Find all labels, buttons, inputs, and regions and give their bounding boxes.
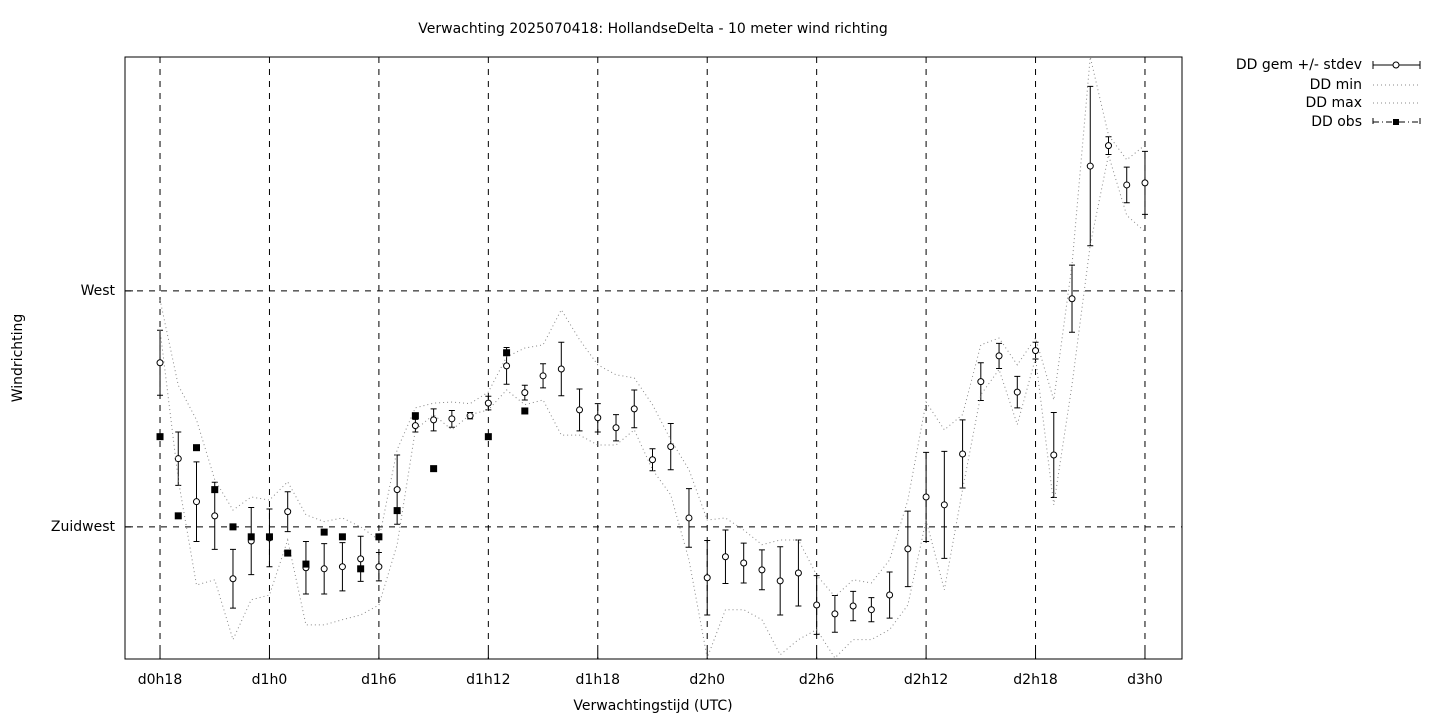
obs-point	[265, 533, 273, 541]
mean-point	[193, 498, 201, 506]
mean-point	[211, 512, 219, 520]
mean-point	[667, 443, 675, 451]
mean-point	[576, 406, 584, 414]
mean-point	[977, 378, 985, 386]
mean-point	[320, 565, 328, 573]
obs-point	[302, 560, 310, 568]
mean-point	[521, 389, 529, 397]
legend-label: DD obs	[1311, 114, 1362, 130]
mean-point	[156, 359, 164, 367]
x-tick-label: d1h0	[252, 672, 288, 688]
mean-point	[393, 486, 401, 494]
plot-frame	[124, 56, 1183, 660]
range-line	[159, 57, 1146, 598]
obs-point	[357, 565, 365, 573]
mean-point	[1032, 347, 1040, 355]
mean-point	[758, 566, 766, 574]
legend-sample	[1393, 119, 1399, 125]
mean-point	[1068, 295, 1076, 303]
mean-point	[539, 372, 547, 380]
mean-point	[594, 414, 602, 422]
obs-point	[174, 512, 182, 520]
y-tick-label: West	[81, 283, 116, 299]
obs-point	[193, 444, 201, 452]
obs-point	[484, 433, 492, 441]
obs-point	[430, 465, 438, 473]
mean-point	[630, 405, 638, 413]
y-axis-label: Windrichting	[10, 314, 26, 403]
mean-point	[430, 416, 438, 424]
mean-point	[886, 591, 894, 599]
obs-point	[393, 507, 401, 515]
mean-point	[740, 559, 748, 567]
obs-point	[375, 533, 383, 541]
obs-point	[338, 533, 346, 541]
obs-point	[211, 486, 219, 494]
mean-point	[375, 563, 383, 571]
obs-point	[320, 528, 328, 536]
mean-point	[174, 455, 182, 463]
obs-point	[156, 433, 164, 441]
legend-label: DD gem +/- stdev	[1236, 57, 1362, 73]
y-tick-label: Zuidwest	[51, 519, 116, 535]
chart-title: Verwachting 2025070418: HollandseDelta -…	[418, 21, 887, 37]
mean-point	[1086, 162, 1094, 170]
mean-point	[776, 577, 784, 585]
x-axis-label: Verwachtingstijd (UTC)	[573, 698, 732, 714]
mean-point	[284, 508, 292, 516]
mean-point	[794, 569, 802, 577]
mean-point	[940, 501, 948, 509]
mean-point	[229, 575, 237, 583]
legend-label: DD max	[1305, 95, 1362, 111]
mean-point	[831, 610, 839, 618]
legend-sample	[1372, 118, 1421, 126]
x-tick-label: d2h18	[1013, 672, 1057, 688]
legend-sample	[1392, 61, 1400, 69]
mean-point	[357, 555, 365, 563]
x-tick-label: d0h18	[138, 672, 182, 688]
mean-point	[1050, 451, 1058, 459]
mean-point	[703, 574, 711, 582]
x-tick-label: d1h6	[361, 672, 397, 688]
mean-point	[338, 563, 346, 571]
mean-point	[1141, 179, 1149, 187]
mean-point	[648, 456, 656, 464]
mean-point	[612, 424, 620, 432]
plot-area	[156, 57, 1149, 659]
obs-point	[503, 349, 511, 357]
mean-point	[503, 362, 511, 370]
obs-point	[229, 523, 237, 531]
x-tick-label: d1h12	[466, 672, 510, 688]
mean-point	[411, 422, 419, 430]
obs-point	[284, 549, 292, 557]
mean-point	[904, 545, 912, 553]
mean-point	[922, 493, 930, 501]
obs-point	[247, 533, 255, 541]
mean-point	[959, 450, 967, 458]
mean-point	[1123, 181, 1131, 189]
x-tick-label: d2h6	[799, 672, 835, 688]
mean-point	[995, 352, 1003, 360]
obs-point	[411, 412, 419, 420]
mean-point	[448, 415, 456, 423]
obs-point	[521, 407, 529, 415]
mean-point	[685, 514, 693, 522]
mean-point	[721, 553, 729, 561]
mean-point	[867, 606, 875, 614]
x-tick-label: d1h18	[576, 672, 620, 688]
mean-point	[849, 602, 857, 610]
x-tick-label: d3h0	[1127, 672, 1163, 688]
legend-label: DD min	[1310, 77, 1362, 93]
mean-point	[1013, 388, 1021, 396]
x-tick-label: d2h0	[689, 672, 725, 688]
mean-point	[557, 365, 565, 373]
x-tick-label: d2h12	[904, 672, 948, 688]
mean-point	[1104, 142, 1112, 150]
mean-point	[484, 399, 492, 407]
mean-point	[813, 601, 821, 609]
